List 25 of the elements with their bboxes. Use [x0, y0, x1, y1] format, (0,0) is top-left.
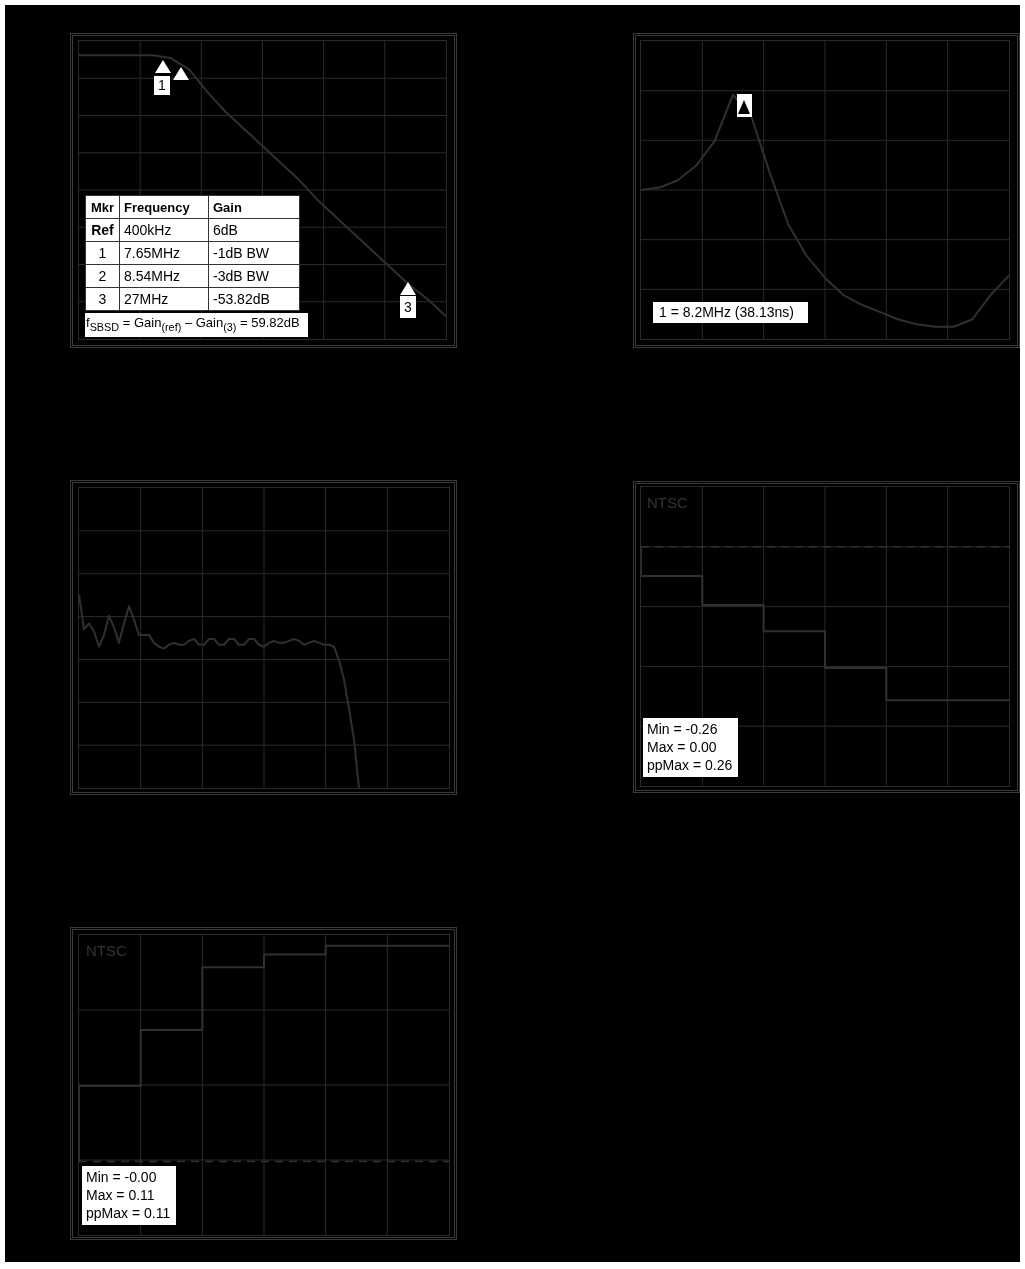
annotation: 7.65MHz [119, 241, 209, 265]
annotation: Ref [85, 218, 120, 242]
annotation: 400kHz [119, 218, 209, 242]
annotation: Mkr [85, 195, 120, 219]
text: Max = 0.00 [647, 738, 718, 756]
annotation: 3 [400, 296, 416, 318]
annotation: -1dB BW [208, 241, 300, 265]
annotation: f$_{SBSD}$ = Gain$_{(ref)}$ – Gain$_{(3)}$ = 59.82dB [85, 313, 308, 337]
annotation: -3dB BW [208, 264, 300, 288]
annotation: 3 [85, 287, 120, 311]
text: Min = -0.00 [86, 1168, 158, 1186]
text: ppMax = 0.26 [647, 756, 733, 774]
annotation: Frequency [119, 195, 209, 219]
annotation: 8.54MHz [119, 264, 209, 288]
annotation: 6dB [208, 218, 300, 242]
text: Max = 0.11 [86, 1186, 156, 1204]
annotation: 1 = 8.2MHz (38.13ns) [653, 302, 809, 323]
annotation: 1 [154, 76, 170, 95]
annotation: -53.82dB [208, 287, 300, 311]
annotation: Gain [208, 195, 300, 219]
text: Min = -0.26 [647, 720, 719, 738]
annotation: 27MHz [119, 287, 209, 311]
text: ppMax = 0.11 [86, 1204, 171, 1222]
annotation: 1 [85, 241, 120, 265]
annotation: 2 [85, 264, 120, 288]
